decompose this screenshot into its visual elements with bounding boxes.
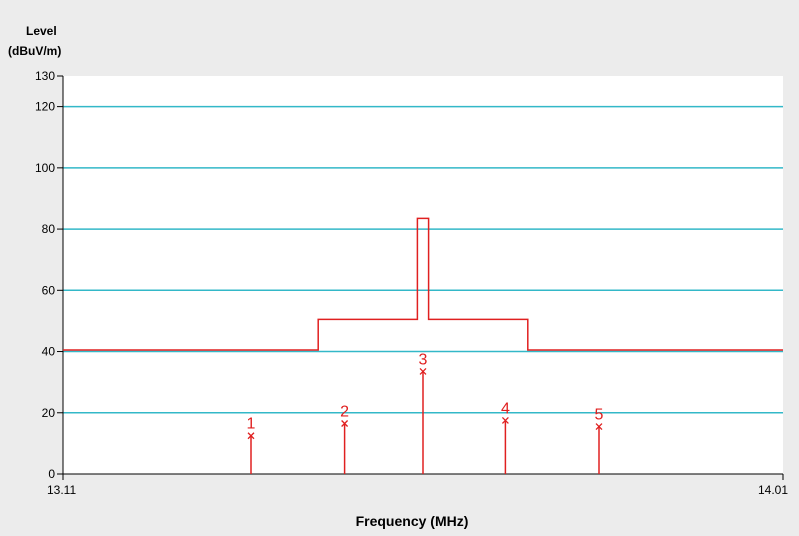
marker-5-label: 5 [595,407,604,424]
marker-2-point [341,420,349,427]
marker-1-label: 1 [247,416,256,433]
marker-3-point [419,367,427,375]
limit-line [63,217,783,351]
marker-5-point [595,423,603,431]
marker-2-label: 2 [340,403,349,420]
y-axis-label-line2: (dBuV/m) [8,44,61,58]
limit-line-group [63,217,783,351]
y-tick-label-80: 80 [42,222,56,236]
marker-1-point [247,432,255,440]
y-tick-label-120: 120 [35,100,55,114]
y-tick-label-100: 100 [35,161,55,175]
y-axis-label-line1: Level [26,24,57,38]
y-tick-label-60: 60 [42,283,56,297]
y-tick-label-20: 20 [42,406,56,420]
y-tick-label-0: 0 [48,467,55,481]
y-tick-label-130: 130 [35,69,55,83]
y-tick-label-40: 40 [42,345,56,359]
marker-3-label: 3 [419,351,428,368]
x-axis-label: Frequency (MHz) [356,513,469,529]
x-tick-label-end: 14.01 [758,483,788,497]
marker-4-point [501,416,509,424]
marker-group: 1 2 3 4 5 [247,351,604,474]
marker-4-label: 4 [501,400,510,417]
x-tick-label-start: 13.11 [47,483,76,497]
